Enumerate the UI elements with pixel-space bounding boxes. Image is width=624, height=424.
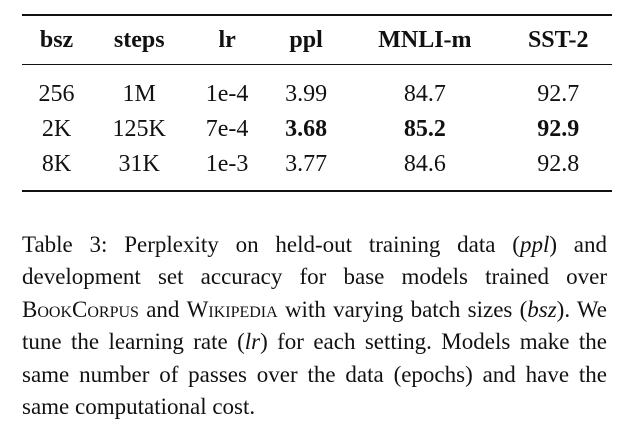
cell: 31K xyxy=(118,151,160,177)
header-cell: MNLI-m xyxy=(378,26,472,53)
best-cell: 3.68 xyxy=(285,116,328,142)
cell: 256 xyxy=(38,81,75,107)
best-cell: 92.9 xyxy=(537,116,580,142)
row: 8K 31K 1e-3 3.77 84.6 92.8 xyxy=(22,147,612,191)
row: 2K 125K 7e-4 3.68 85.2 92.9 xyxy=(22,112,612,147)
caption-text: ) for each setting. Models make the same… xyxy=(22,329,607,420)
cell: 125K xyxy=(112,116,166,142)
caption-text: Table 3: Perplexity on held-out training… xyxy=(22,232,520,257)
caption-smallcaps: BookCorpus xyxy=(22,296,139,322)
header-cell: bsz xyxy=(39,26,74,53)
cell: 7e-4 xyxy=(205,116,249,142)
cell: 3.77 xyxy=(285,151,328,177)
header-cell: SST-2 xyxy=(527,26,589,53)
cell: 1M xyxy=(122,81,156,107)
cell: 84.7 xyxy=(403,81,446,107)
caption-italic: lr xyxy=(244,329,261,355)
caption-text: ) and development set accuracy for base … xyxy=(22,232,607,290)
caption-smallcaps: Wikipedia xyxy=(186,296,278,322)
caption-text: with varying batch sizes ( xyxy=(277,296,528,322)
caption-text: ). We tune the learning rate ( xyxy=(22,296,607,355)
caption-italic: ppl xyxy=(519,232,550,257)
caption-italic: bsz xyxy=(527,296,557,322)
caption: Table 3: Perplexity on held-out training… xyxy=(22,229,607,423)
header-cell: steps xyxy=(113,26,165,53)
header-cell: ppl xyxy=(289,26,323,53)
row: 256 1M 1e-4 3.99 84.7 92.7 xyxy=(22,65,612,113)
cell: 1e-4 xyxy=(205,81,249,107)
cell: 8K xyxy=(41,151,72,177)
cell: 84.6 xyxy=(403,151,446,177)
cell: 1e-3 xyxy=(205,151,249,177)
best-cell: 85.2 xyxy=(403,116,446,142)
cell: 2K xyxy=(41,116,72,142)
caption-text: and xyxy=(138,296,187,322)
header-cell: lr xyxy=(218,26,236,53)
header-row: bsz steps lr ppl MNLI-m SST-2 xyxy=(22,15,612,65)
cell: 92.8 xyxy=(537,151,580,177)
cell: 92.7 xyxy=(537,81,580,107)
results-table: bsz steps lr ppl MNLI-m SST-2 256 1M 1e-… xyxy=(22,14,612,192)
cell: 3.99 xyxy=(285,81,328,107)
